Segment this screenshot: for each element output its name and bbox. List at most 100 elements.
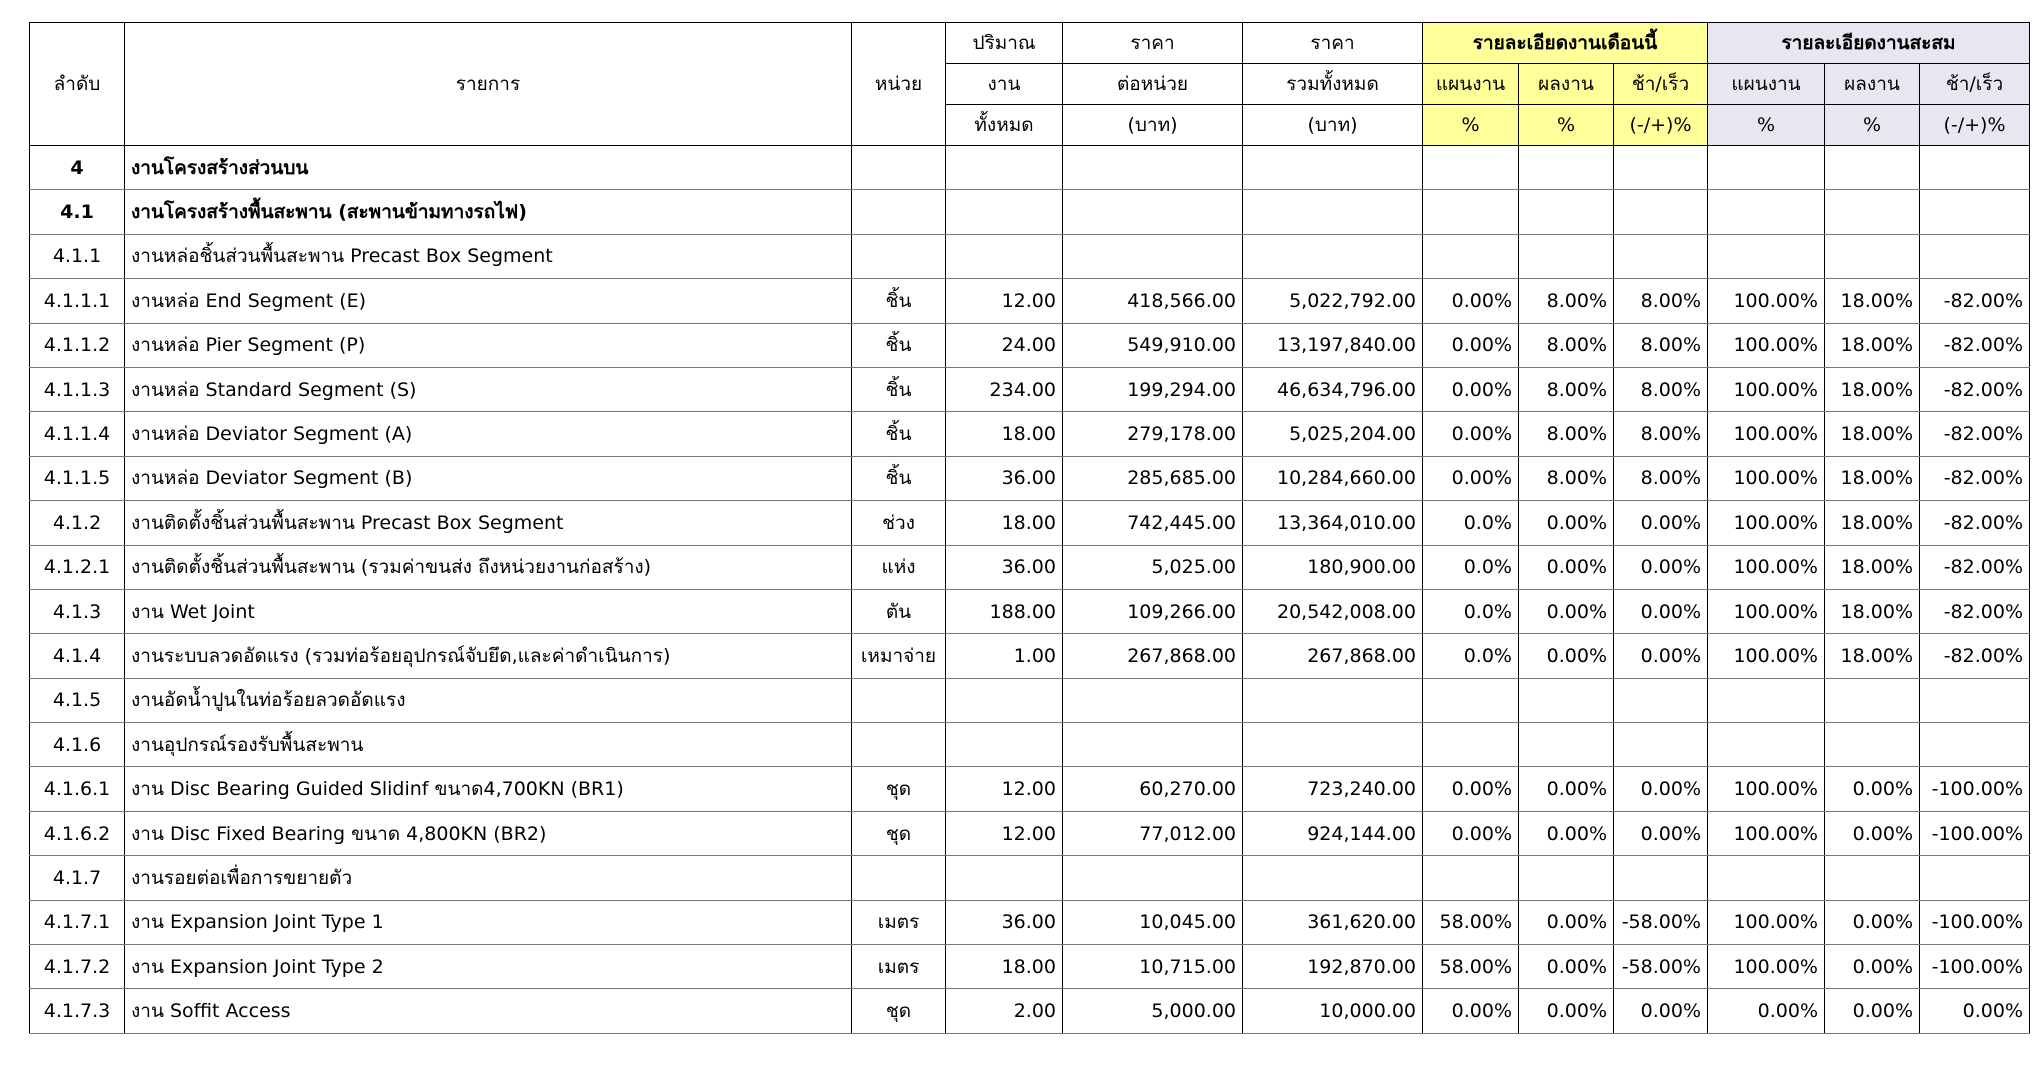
table-cell: 100.00% xyxy=(1707,455,1825,502)
table-cell: 549,910.00 xyxy=(1062,322,1243,368)
table-cell: 0.00% xyxy=(1422,455,1519,502)
table-cell: 13,364,010.00 xyxy=(1242,500,1423,546)
table-cell: 234.00 xyxy=(945,366,1063,413)
table-cell: 180,900.00 xyxy=(1242,544,1423,590)
table-cell: 4.1.7.1 xyxy=(29,899,125,946)
table-cell xyxy=(1242,144,1423,191)
table-cell: -100.00% xyxy=(1918,810,2031,857)
table-cell: 924,144.00 xyxy=(1242,810,1423,857)
table-cell: 0.00% xyxy=(1422,411,1519,457)
table-cell: 8.00% xyxy=(1518,455,1614,502)
table-cell: 0.00% xyxy=(1518,588,1614,635)
table-cell: แห่ง xyxy=(851,544,946,590)
table-cell: 10,715.00 xyxy=(1062,944,1243,990)
table-row: 4.1.6 งานอุปกรณ์รองรับพื้นสะพาน xyxy=(29,722,2031,768)
table-cell: 18.00% xyxy=(1824,633,1920,679)
table-cell: 0.00% xyxy=(1518,500,1614,546)
table-cell xyxy=(851,233,946,280)
table-cell: 0.00% xyxy=(1422,988,1519,1034)
header-cell: (-/+)% xyxy=(1918,104,2031,146)
table-cell: 10,284,660.00 xyxy=(1242,455,1423,502)
table-cell xyxy=(1918,722,2031,768)
table-cell: งานหล่อ Deviator Segment (B) xyxy=(124,455,852,502)
table-header: ลำดับ รายการ หน่วย ปริมาณ ราคา ราคา รายล… xyxy=(29,22,2031,146)
header-cell: % xyxy=(1422,104,1519,146)
table-cell: 188.00 xyxy=(945,588,1063,635)
table-cell: 0.00% xyxy=(1707,988,1825,1034)
table-cell xyxy=(945,189,1063,235)
table-cell: ชิ้น xyxy=(851,455,946,502)
table-cell xyxy=(1422,189,1519,235)
table-cell xyxy=(1613,189,1708,235)
table-cell: 8.00% xyxy=(1518,366,1614,413)
table-row: 4.1.6.2 งาน Disc Fixed Bearing ขนาด 4,800… xyxy=(29,810,2031,857)
header-row: ลำดับ รายการ หน่วย ปริมาณ ราคา ราคา รายล… xyxy=(29,22,2031,146)
table-cell: 0.00% xyxy=(1613,500,1708,546)
table-cell: 4.1.4 xyxy=(29,633,125,679)
table-cell: 18.00% xyxy=(1824,544,1920,590)
table-cell: 4.1.1 xyxy=(29,233,125,280)
table-cell: 18.00 xyxy=(945,500,1063,546)
table-cell xyxy=(1242,677,1423,724)
table-cell: 100.00% xyxy=(1707,411,1825,457)
table-cell: 10,000.00 xyxy=(1242,988,1423,1034)
table-cell: 2.00 xyxy=(945,988,1063,1034)
table-cell: งาน Expansion Joint Type 1 xyxy=(124,899,852,946)
table-cell xyxy=(851,722,946,768)
header-cell: (-/+)% xyxy=(1613,104,1708,146)
table-cell: งานอัดน้ำปูนในท่อร้อยลวดอัดแรง xyxy=(124,677,852,724)
table-cell xyxy=(1062,855,1243,901)
table-cell: 723,240.00 xyxy=(1242,766,1423,812)
table-cell: 4.1.3 xyxy=(29,588,125,635)
table-cell: ชุด xyxy=(851,810,946,857)
table-cell xyxy=(1918,855,2031,901)
table-cell: 8.00% xyxy=(1613,366,1708,413)
header-cell: รายละเอียดงานสะสม xyxy=(1706,22,2031,64)
header-cell: รายการ xyxy=(124,22,852,146)
header-cell: แผนงาน xyxy=(1707,63,1825,105)
table-cell xyxy=(851,189,946,235)
table-cell: 4.1.1.4 xyxy=(29,411,125,457)
table-cell: 0.0% xyxy=(1422,500,1519,546)
table-cell: 0.00% xyxy=(1613,544,1708,590)
table-cell: 36.00 xyxy=(945,455,1063,502)
table-cell: 4.1.1.2 xyxy=(29,322,125,368)
table-cell: 4.1.2 xyxy=(29,500,125,546)
table-cell xyxy=(1422,144,1519,191)
table-cell xyxy=(1824,233,1920,280)
table-cell: -82.00% xyxy=(1918,366,2031,413)
header-cell: % xyxy=(1824,104,1920,146)
table-cell: 100.00% xyxy=(1707,544,1825,590)
table-cell xyxy=(1707,233,1825,280)
table-cell: เหมาจ่าย xyxy=(851,633,946,679)
table-row: 4.1.5 งานอัดน้ำปูนในท่อร้อยลวดอัดแรง xyxy=(29,677,2031,724)
table-cell: 4.1.2.1 xyxy=(29,544,125,590)
table-cell xyxy=(1062,144,1243,191)
table-cell: 4.1.6 xyxy=(29,722,125,768)
header-cell: (บาท) xyxy=(1062,104,1243,146)
table-cell xyxy=(1422,677,1519,724)
table-cell: 0.00% xyxy=(1824,988,1920,1034)
table-cell xyxy=(1518,144,1614,191)
header-row: ทั้งหมด (บาท) (บาท) % % (-/+)% % % (-/+)… xyxy=(30,104,2031,146)
table-cell: 199,294.00 xyxy=(1062,366,1243,413)
table-cell: 8.00% xyxy=(1613,455,1708,502)
table-cell: งานหล่อชิ้นส่วนพื้นสะพาน Precast Box Seg… xyxy=(124,233,852,280)
table-cell: งานหล่อ Pier Segment (P) xyxy=(124,322,852,368)
table-cell xyxy=(1518,677,1614,724)
table-cell: -58.00% xyxy=(1613,899,1708,946)
table-cell xyxy=(1613,722,1708,768)
table-cell: 0.00% xyxy=(1613,988,1708,1034)
table-cell: 12.00 xyxy=(945,766,1063,812)
table-cell: 100.00% xyxy=(1707,322,1825,368)
table-cell: 0.00% xyxy=(1613,766,1708,812)
table-cell: 8.00% xyxy=(1518,278,1614,324)
table-cell: 77,012.00 xyxy=(1062,810,1243,857)
table-cell xyxy=(1613,144,1708,191)
table-cell xyxy=(1242,855,1423,901)
header-cell: ราคา xyxy=(1242,22,1423,64)
table-cell xyxy=(1242,722,1423,768)
table-cell: -82.00% xyxy=(1918,500,2031,546)
table-cell: 0.0% xyxy=(1422,633,1519,679)
table-cell: ชิ้น xyxy=(851,322,946,368)
